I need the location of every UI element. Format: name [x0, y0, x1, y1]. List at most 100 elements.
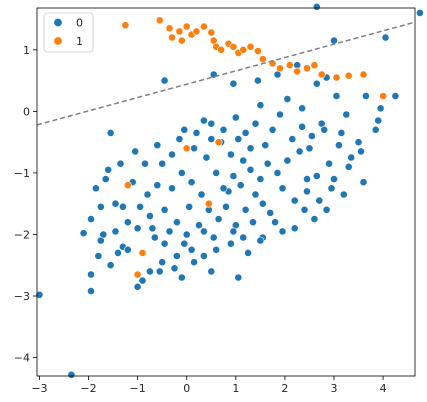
scatter-point-series-0	[175, 135, 184, 143]
axes-layer: −3 −2 −1 0 1 2 3 4 −4 −3 −2 −1 0 1	[14, 44, 387, 395]
scatter-point-series-1	[207, 28, 216, 37]
scatter-point-series-0	[133, 282, 142, 291]
scatter-point-series-0	[212, 245, 221, 254]
x-tick-label: 3	[331, 382, 338, 395]
plot-frame	[36, 7, 416, 377]
x-tick-label: −1	[130, 382, 146, 395]
scatter-point-series-1	[199, 22, 208, 31]
scatter-point-series-0	[123, 218, 132, 227]
scatter-point-series-0	[241, 205, 250, 214]
scatter-point-series-1	[155, 16, 164, 25]
scatter-point-series-0	[145, 212, 154, 220]
scatter-point-series-0	[325, 159, 333, 168]
scatter-point-series-0	[239, 233, 248, 242]
scatter-point-series-0	[303, 175, 311, 183]
scatter-point-series-0	[101, 175, 110, 183]
scatter-point-series-0	[330, 36, 338, 45]
scatter-point-series-0	[212, 168, 221, 177]
scatter-point-series-0	[106, 128, 115, 137]
scatter-point-series-0	[94, 252, 103, 260]
scatter-point-series-0	[35, 290, 44, 299]
scatter-point-series-1	[175, 27, 184, 36]
scatter-point-series-0	[334, 141, 343, 150]
scatter-point-series-0	[136, 202, 144, 211]
scatter-point-series-0	[256, 236, 265, 245]
scatter-point-series-0	[256, 101, 265, 110]
x-tick-label: −3	[31, 382, 47, 395]
scatter-point-series-0	[143, 190, 152, 199]
scatter-point-series-1	[246, 42, 255, 51]
scatter-point-series-0	[310, 215, 319, 223]
scatter-point-series-1	[229, 42, 238, 51]
scatter-point-series-0	[271, 218, 279, 227]
scatter-point-series-0	[165, 227, 174, 236]
y-tick-label: −3	[14, 290, 30, 303]
scatter-point-series-0	[180, 125, 189, 134]
legend: 0 1	[43, 12, 94, 53]
scatter-point-series-0	[111, 199, 120, 208]
scatter-point-series-0	[374, 116, 383, 125]
scatter-point-series-0	[231, 113, 240, 122]
scatter-point-series-0	[99, 230, 108, 239]
scatter-point-series-0	[148, 224, 157, 233]
scatter-point-series-0	[357, 147, 365, 156]
scatter-point-series-0	[158, 159, 167, 168]
scatter-point-series-1	[214, 138, 223, 147]
scatter-point-series-0	[251, 190, 260, 199]
scatter-point-series-0	[114, 248, 122, 257]
scatter-point-series-0	[207, 267, 216, 276]
scatter-point-series-0	[229, 79, 238, 88]
scatter-point-series-1	[276, 64, 284, 73]
scatter-point-series-1	[123, 181, 132, 190]
scatter-point-series-0	[170, 264, 179, 273]
scatter-point-series-1	[253, 47, 262, 55]
scatter-point-series-0	[268, 125, 277, 134]
scatter-point-series-0	[261, 141, 270, 150]
scatter-point-series-1	[258, 55, 267, 63]
scatter-point-series-1	[317, 70, 326, 79]
scatter-point-series-0	[185, 202, 194, 211]
scatter-point-series-0	[283, 156, 292, 165]
scatter-point-series-0	[180, 239, 189, 248]
scatter-point-series-0	[199, 227, 208, 236]
scatter-point-series-0	[339, 190, 348, 199]
legend-marker-series-1	[53, 36, 63, 46]
scatter-point-series-0	[123, 245, 132, 254]
scatter-point-series-1	[168, 33, 176, 42]
scatter-point-series-0	[295, 147, 304, 156]
scatter-point-series-0	[160, 205, 169, 214]
scatter-point-series-0	[172, 218, 181, 227]
legend-marker-series-0	[53, 17, 63, 27]
scatter-point-series-0	[187, 245, 196, 254]
scatter-point-series-0	[266, 208, 275, 217]
scatter-point-series-0	[276, 110, 284, 119]
scatter-point-series-0	[315, 196, 324, 205]
scatter-point-series-0	[359, 178, 368, 187]
scatter-point-series-0	[153, 181, 162, 190]
scatter-point-series-0	[312, 79, 321, 88]
scatter-point-series-0	[381, 33, 390, 42]
scatter-point-series-0	[344, 162, 353, 171]
scatter-point-series-0	[67, 370, 76, 379]
scatter-point-series-0	[273, 168, 282, 177]
scatter-point-series-0	[303, 187, 311, 196]
scatter-point-series-0	[209, 233, 218, 242]
scatter-point-series-1	[310, 61, 319, 70]
scatter-point-series-0	[244, 248, 252, 257]
scatter-point-series-0	[278, 227, 287, 236]
scatter-point-series-0	[278, 184, 287, 193]
scatter-point-series-0	[172, 252, 181, 260]
scatter-point-series-0	[226, 239, 235, 248]
scatter-point-series-0	[320, 125, 329, 134]
y-tick-label: −1	[14, 167, 30, 180]
scatter-point-series-0	[150, 233, 159, 242]
scatter-point-series-0	[337, 128, 346, 137]
scatter-point-series-1	[204, 199, 213, 208]
scatter-point-series-0	[332, 92, 341, 100]
legend-box	[43, 12, 94, 53]
scatter-point-series-1	[165, 24, 174, 33]
scatter-point-series-0	[87, 287, 95, 295]
scatter-point-series-1	[239, 45, 248, 54]
scatter-point-series-0	[376, 104, 385, 113]
